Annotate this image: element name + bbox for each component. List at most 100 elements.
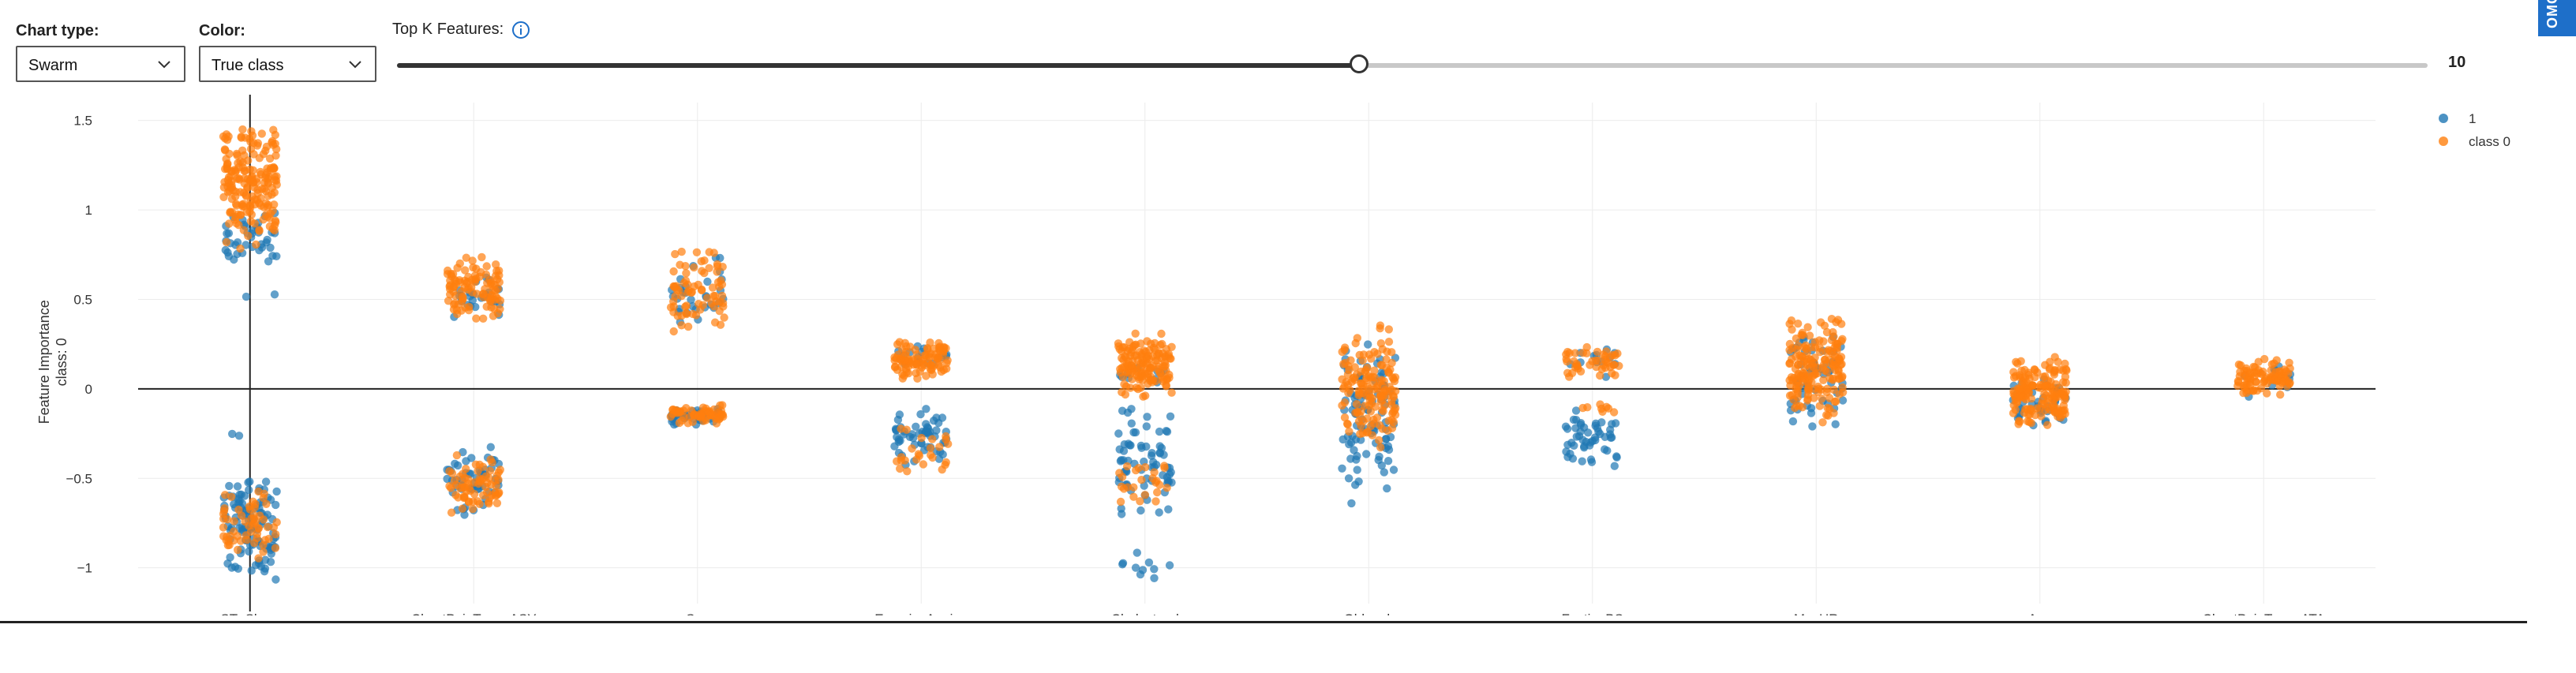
- data-point: [914, 450, 923, 458]
- data-point: [479, 314, 488, 323]
- data-point: [471, 460, 481, 469]
- data-point: [919, 460, 928, 469]
- data-point: [233, 532, 242, 540]
- data-point: [1120, 363, 1129, 372]
- data-point: [1160, 362, 1169, 371]
- top-k-slider-thumb[interactable]: [1349, 54, 1368, 73]
- data-point: [259, 548, 268, 556]
- data-point: [1816, 318, 1825, 327]
- data-point: [716, 409, 724, 418]
- data-point: [917, 433, 926, 443]
- data-point: [244, 478, 253, 487]
- data-point: [220, 145, 230, 154]
- color-dropdown[interactable]: True class: [199, 46, 376, 82]
- top-k-slider[interactable]: [397, 54, 2428, 73]
- data-point: [1151, 478, 1160, 487]
- chevron-down-icon: [158, 61, 170, 69]
- info-icon[interactable]: [511, 21, 530, 39]
- data-point: [1358, 380, 1368, 389]
- data-point: [2053, 387, 2061, 397]
- data-point: [1129, 492, 1138, 501]
- data-point: [1167, 478, 1176, 487]
- data-point: [1791, 403, 1799, 413]
- data-point: [1381, 435, 1391, 443]
- data-point: [677, 247, 686, 256]
- x-tick-label: ChestPainType_ASY: [411, 611, 537, 615]
- data-point: [896, 464, 904, 473]
- data-point: [2016, 357, 2025, 365]
- y-tick-label: −0.5: [66, 471, 92, 486]
- data-point: [1344, 361, 1353, 371]
- data-point: [1788, 417, 1798, 426]
- top-k-label: Top K Features:: [392, 21, 504, 38]
- data-point: [682, 301, 691, 310]
- data-point: [268, 252, 277, 260]
- data-point: [1140, 491, 1150, 499]
- data-point: [1137, 476, 1146, 484]
- data-point: [260, 564, 270, 573]
- data-point: [912, 361, 921, 369]
- data-point: [1375, 436, 1383, 445]
- data-point: [1798, 403, 1807, 412]
- data-point: [1597, 418, 1606, 427]
- data-point: [672, 406, 681, 415]
- data-point: [245, 134, 254, 143]
- data-point: [1562, 447, 1571, 456]
- data-point: [226, 208, 234, 217]
- data-point: [259, 215, 268, 224]
- data-point: [927, 365, 936, 375]
- data-point: [2282, 367, 2290, 376]
- data-point: [1136, 359, 1145, 368]
- data-point: [934, 454, 944, 463]
- data-point: [269, 523, 279, 532]
- data-point: [1838, 383, 1847, 392]
- corner-badge[interactable]: OMO: [2538, 0, 2576, 36]
- data-point: [235, 490, 244, 499]
- chart-type-dropdown[interactable]: Swarm: [16, 46, 185, 82]
- data-point: [249, 226, 257, 234]
- top-k-slider-fill: [397, 63, 1359, 68]
- data-point: [246, 527, 256, 537]
- data-point: [447, 508, 456, 517]
- data-point: [1338, 464, 1346, 473]
- data-point: [477, 267, 485, 277]
- data-point: [1117, 482, 1126, 491]
- data-point: [225, 219, 234, 228]
- data-point: [692, 248, 702, 256]
- y-tick-label: 0: [85, 382, 92, 397]
- data-point: [266, 558, 275, 566]
- data-point: [262, 499, 271, 508]
- data-point: [920, 361, 929, 370]
- data-point: [457, 306, 466, 315]
- x-tick-label: Sex: [686, 611, 710, 615]
- data-point: [227, 563, 236, 572]
- color-label: Color:: [199, 22, 245, 39]
- data-point: [1569, 415, 1578, 424]
- data-point: [1803, 323, 1812, 331]
- data-point: [1384, 368, 1393, 377]
- chart-type-label: Chart type:: [16, 22, 99, 39]
- data-point: [1819, 360, 1829, 369]
- data-point: [1368, 394, 1377, 402]
- data-point: [1118, 346, 1126, 356]
- x-tick-label: ChestPainType_ATA: [2203, 611, 2326, 615]
- data-point: [271, 130, 279, 140]
- data-point: [1355, 411, 1365, 420]
- data-point: [2061, 387, 2070, 396]
- data-point: [227, 492, 236, 501]
- data-point: [1829, 327, 1837, 337]
- data-point: [1119, 447, 1129, 455]
- data-point: [892, 353, 900, 363]
- data-point: [942, 432, 950, 441]
- data-point: [669, 327, 678, 336]
- data-point: [1789, 373, 1799, 383]
- data-point: [1370, 366, 1379, 375]
- data-point: [2263, 389, 2271, 398]
- data-point: [1819, 337, 1828, 346]
- data-point: [468, 296, 477, 305]
- data-point: [669, 267, 678, 276]
- data-point: [465, 302, 474, 312]
- data-point: [449, 282, 459, 291]
- legend-label: class 0: [2469, 134, 2510, 149]
- data-point: [2033, 368, 2042, 377]
